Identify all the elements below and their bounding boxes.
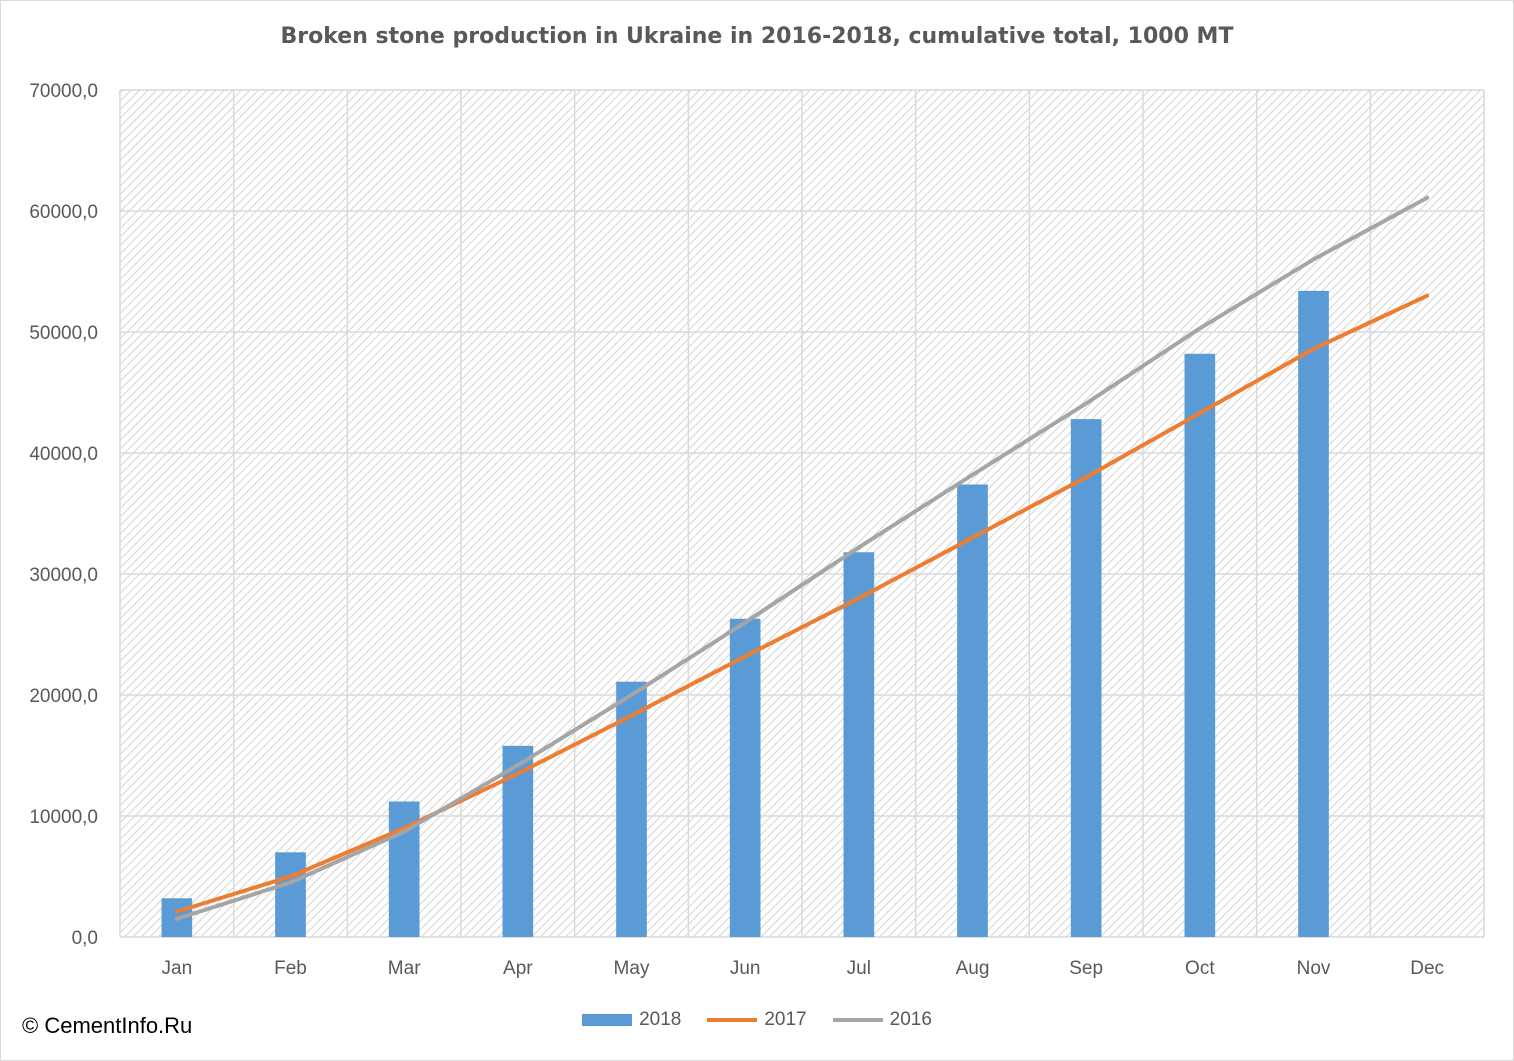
bar-2018-oct xyxy=(1184,353,1216,937)
bar-2018-jul xyxy=(843,552,875,937)
y-tick-label: 20000,0 xyxy=(29,686,98,707)
x-tick-label: Jul xyxy=(847,958,871,979)
legend-swatch xyxy=(707,1018,758,1022)
x-tick-label: Mar xyxy=(388,958,421,979)
legend-item-2017: 2017 xyxy=(707,1009,807,1031)
bar-2018-jun xyxy=(729,618,761,937)
bar-2018-sep xyxy=(1070,419,1102,937)
x-tick-label: Aug xyxy=(956,958,990,979)
bar-2018-feb xyxy=(275,852,306,937)
legend-label: 2018 xyxy=(639,1009,682,1030)
bar-2018-nov xyxy=(1298,290,1329,937)
x-tick-label: Feb xyxy=(274,958,307,979)
y-tick-label: 60000,0 xyxy=(29,202,98,223)
line-series-2016 xyxy=(174,195,1430,921)
legend-swatch xyxy=(832,1018,883,1022)
legend-item-2016: 2016 xyxy=(832,1009,932,1031)
x-tick-label: Sep xyxy=(1069,958,1103,979)
legend-label: 2017 xyxy=(764,1009,807,1030)
legend-swatch xyxy=(582,1014,633,1026)
copyright-text: © CementInfo.Ru xyxy=(22,1013,193,1038)
chart-title: Broken stone production in Ukraine in 20… xyxy=(280,24,1234,49)
x-tick-label: Nov xyxy=(1297,958,1331,979)
chart-legend: 2018 2017 2016 xyxy=(0,1009,1514,1031)
x-tick-label: May xyxy=(614,958,650,979)
bar-2018-aug xyxy=(957,484,988,937)
y-tick-label: 30000,0 xyxy=(29,565,98,586)
x-tick-label: Dec xyxy=(1410,958,1444,979)
y-tick-label: 50000,0 xyxy=(29,323,98,344)
y-tick-label: 40000,0 xyxy=(29,444,98,465)
x-tick-label: Apr xyxy=(503,958,533,979)
y-tick-label: 0,0 xyxy=(72,928,98,949)
y-tick-label: 10000,0 xyxy=(29,807,98,828)
line-series-2017 xyxy=(174,293,1430,914)
x-tick-label: Jun xyxy=(730,958,761,979)
bar-2018-may xyxy=(616,681,647,937)
legend-label: 2016 xyxy=(889,1009,932,1030)
y-tick-label: 70000,0 xyxy=(29,81,98,102)
legend-item-2018: 2018 xyxy=(582,1009,681,1031)
x-tick-label: Jan xyxy=(162,958,193,979)
x-tick-label: Oct xyxy=(1185,958,1215,979)
